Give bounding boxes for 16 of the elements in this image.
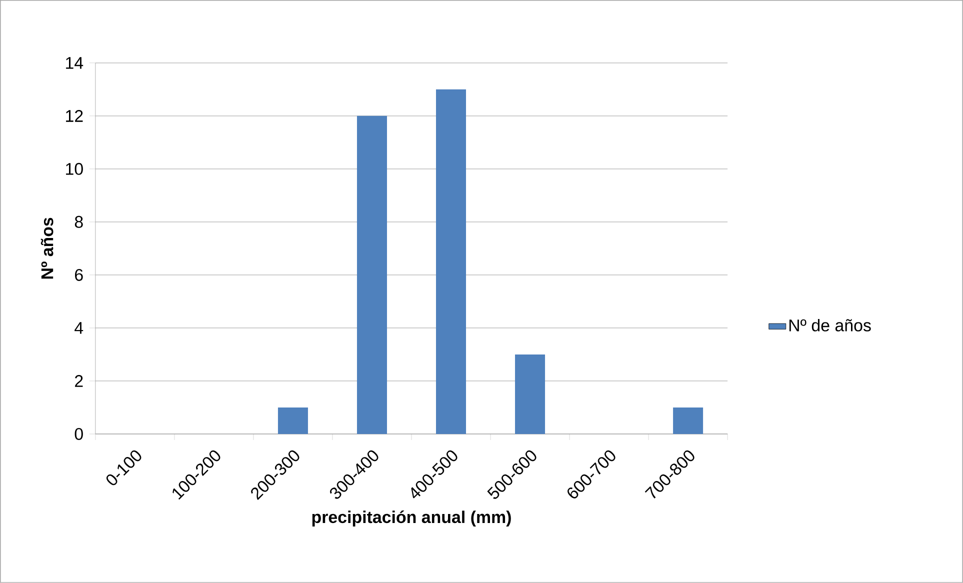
bar: [673, 408, 704, 434]
y-tick-label: 12: [66, 110, 83, 122]
bar: [515, 354, 546, 434]
y-tick-label: 10: [66, 162, 83, 175]
bar: [356, 116, 387, 434]
bar: [436, 89, 466, 434]
y-tick-label: 14: [66, 57, 84, 69]
bar: [278, 408, 308, 434]
y-tick-label: 2: [75, 375, 83, 387]
legend-label: Nº de años: [789, 319, 871, 332]
y-tick-label: 8: [74, 216, 83, 228]
y-tick-label: 0: [74, 428, 83, 440]
x-axis-title: precipitación anual (mm): [312, 510, 511, 526]
y-axis-title: Nº años: [40, 218, 54, 279]
y-tick-label: 6: [75, 268, 83, 281]
y-tick-label: 4: [74, 322, 84, 334]
